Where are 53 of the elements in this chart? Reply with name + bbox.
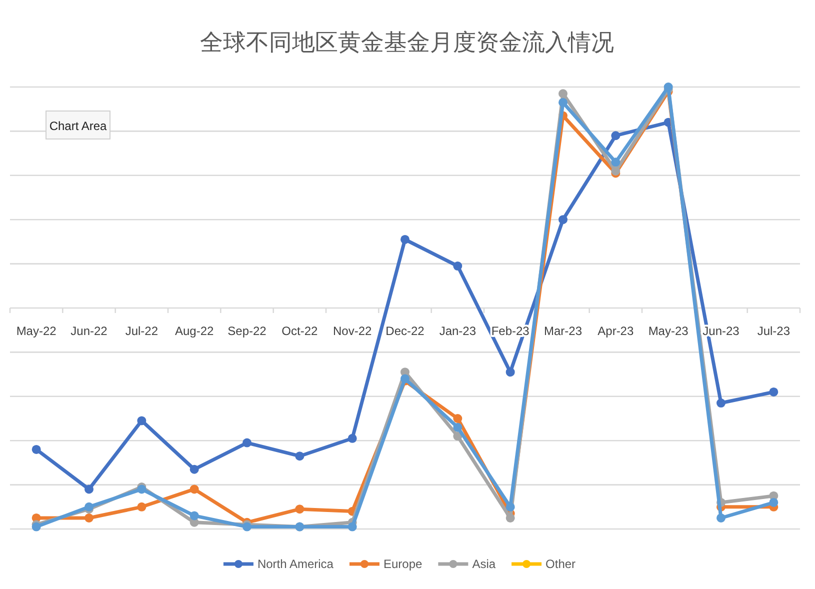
- x-tick-label: Apr-23: [598, 324, 634, 338]
- point: [137, 484, 146, 494]
- point: [611, 131, 620, 140]
- x-tick-label: Sep-22: [228, 324, 267, 338]
- point: [84, 513, 94, 522]
- point: [84, 484, 94, 494]
- point: [453, 414, 462, 423]
- point: [611, 166, 620, 176]
- x-tick-label: Jul-23: [757, 324, 790, 338]
- point: [716, 398, 726, 408]
- annotation: Chart Area: [46, 110, 110, 140]
- legend-label: Europe: [383, 557, 423, 571]
- point: [558, 215, 568, 224]
- x-tick-label: May-23: [648, 324, 689, 338]
- x-tick-label: Aug-22: [174, 324, 214, 338]
- point: [32, 444, 41, 454]
- point: [453, 262, 462, 271]
- point: [506, 502, 515, 512]
- point: [506, 368, 515, 377]
- point: [611, 158, 620, 167]
- point: [295, 504, 304, 514]
- x-tick-label: Nov-22: [332, 324, 372, 338]
- point: [242, 438, 252, 448]
- point: [295, 452, 304, 461]
- chart-title: 全球不同地区黄金基金月度资金流入情况: [200, 30, 614, 56]
- point: [558, 89, 568, 98]
- legend-label: North America: [257, 557, 334, 571]
- legend-label: Other: [546, 557, 576, 571]
- x-tick-label: May-22: [16, 324, 57, 338]
- point: [558, 98, 568, 107]
- point: [190, 484, 199, 494]
- point: [400, 234, 410, 244]
- point: [137, 502, 146, 512]
- point: [769, 498, 778, 507]
- annotation: Chart Area: [49, 119, 107, 133]
- x-tick-label: Jul-22: [125, 324, 158, 338]
- point: [137, 416, 146, 426]
- x-tick-label: Jun-22: [70, 324, 108, 338]
- x-tick-label: Dec-22: [386, 324, 425, 338]
- point: [348, 522, 357, 532]
- point: [769, 387, 778, 396]
- x-tick-label: Jan-23: [439, 324, 476, 338]
- point: [664, 82, 673, 92]
- x-tick-label: Oct-22: [282, 324, 318, 338]
- x-tick-label: Mar-23: [544, 324, 582, 338]
- point: [190, 511, 199, 520]
- point: [84, 502, 94, 512]
- point: [453, 422, 462, 432]
- point: [190, 464, 199, 474]
- point: [506, 513, 515, 522]
- legend-label: Asia: [472, 557, 496, 571]
- point: [716, 513, 726, 522]
- point: [348, 434, 357, 443]
